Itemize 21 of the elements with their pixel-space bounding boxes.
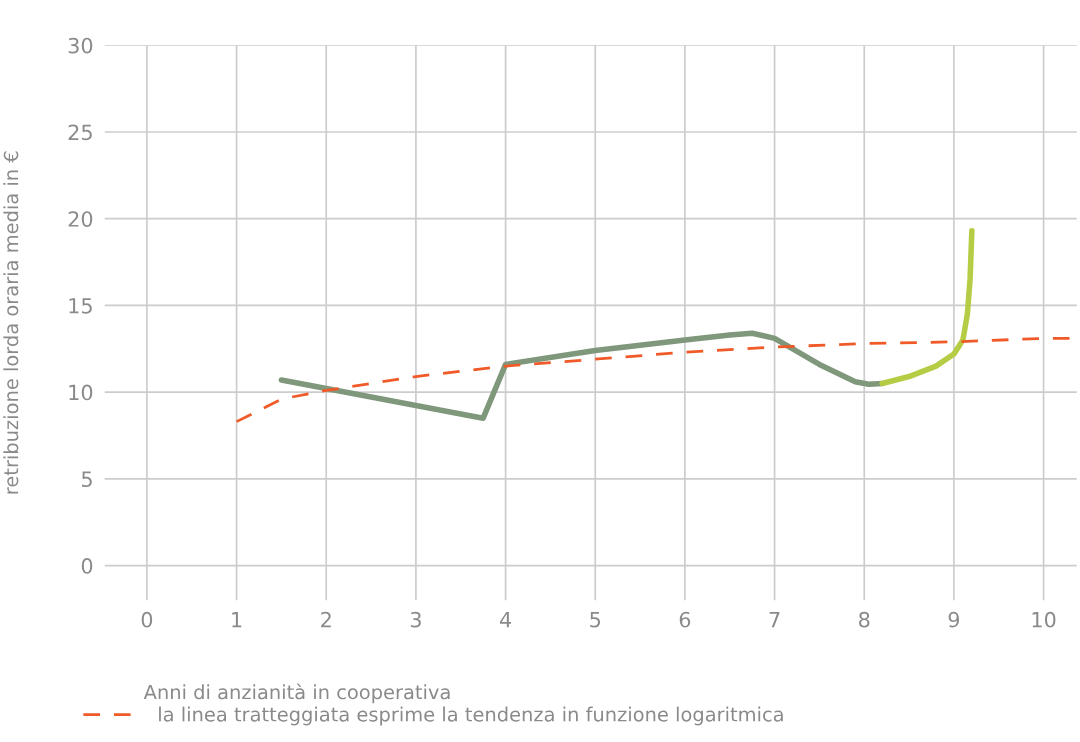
y-tick-label: 15 [69, 298, 92, 314]
y-tick-label: 10 [69, 384, 93, 401]
x-tick-label: 1 [232, 612, 242, 628]
x-tick-label: 10 [1032, 611, 1056, 628]
legend-label: la linea tratteggiata esprime la tendenza in funzione logaritmica [159, 706, 783, 726]
x-tick-label: 0 [141, 611, 153, 628]
x-axis-title: Anni di anzianità in cooperativa [143, 683, 450, 704]
x-tick-label: 6 [679, 611, 691, 628]
x-tick-label: 8 [859, 611, 870, 628]
x-tick-label: 3 [410, 611, 421, 628]
y-tick-label: 20 [68, 211, 93, 227]
x-tick-label: 7 [769, 612, 780, 628]
y-tick-label: 25 [68, 124, 92, 141]
x-tick-label: 2 [321, 611, 331, 628]
x-tick-label: 5 [590, 612, 601, 628]
y-tick-label: 0 [81, 558, 93, 574]
y-tick-label: 30 [68, 37, 93, 54]
x-tick-label: 9 [948, 611, 960, 628]
y-tick-label: 5 [82, 471, 92, 488]
x-tick-label: 4 [499, 612, 512, 628]
y-axis-title: retribuzione lorda oraria media in € [3, 151, 19, 494]
